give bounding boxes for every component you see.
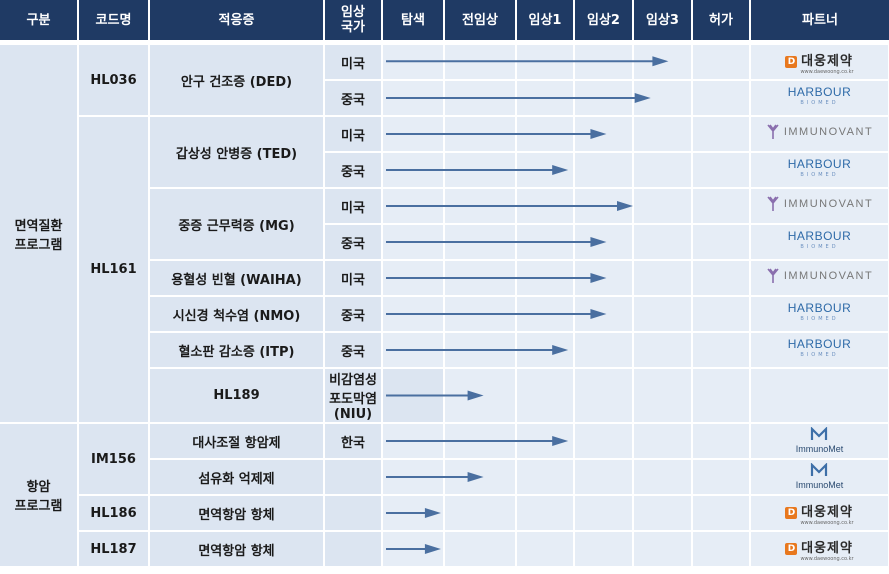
partner-cell: ImmunoMet bbox=[749, 458, 889, 496]
header-phase2: 임상2 bbox=[573, 0, 633, 45]
code-cell: HL187 bbox=[77, 530, 150, 568]
table-row: HL187 면역항암 항체 D 대웅제약 www.daewoong.co.kr bbox=[0, 530, 889, 568]
indication-cell: 면역항암 항체 bbox=[148, 494, 325, 532]
partner-cell: D 대웅제약 www.daewoong.co.kr bbox=[749, 530, 889, 568]
country-cell: 미국 bbox=[323, 259, 383, 297]
daewoong-logo: D 대웅제약 www.daewoong.co.kr bbox=[785, 50, 854, 75]
partner-cell: IMMUNOVANT bbox=[749, 187, 889, 225]
header-phase1: 임상1 bbox=[515, 0, 574, 45]
header-approval: 허가 bbox=[691, 0, 750, 45]
indication-cell: 갑상성 안병증 (TED) bbox=[148, 115, 325, 189]
indication-cell: 대사조절 항암제 bbox=[148, 422, 325, 460]
program-immune: 면역질환 프로그램 bbox=[0, 41, 79, 424]
header-indication: 적응증 bbox=[148, 0, 324, 45]
header-discovery: 탐색 bbox=[381, 0, 444, 45]
harbour-logo: HARBOUR BIOMED bbox=[787, 337, 852, 358]
header-row: 구분 코드명 적응증 임상 국가 탐색 전임상 임상1 임상2 임상3 허가 파… bbox=[0, 0, 889, 45]
daewoong-logo: D 대웅제약 www.daewoong.co.kr bbox=[785, 537, 854, 562]
code-cell: IM156 bbox=[77, 422, 150, 496]
immunomet-m-icon bbox=[811, 425, 828, 440]
header-country: 임상 국가 bbox=[323, 0, 382, 45]
table-row: 항암 프로그램 IM156 대사조절 항암제 한국 ImmunoMet bbox=[0, 422, 889, 568]
table-row: 면역질환 프로그램 HL036 안구 건조증 (DED) 미국 D 대웅제약 www… bbox=[0, 41, 889, 424]
immunomet-logo: ImmunoMet bbox=[796, 425, 843, 455]
country-cell: 미국 bbox=[323, 41, 383, 81]
program-oncology: 항암 프로그램 bbox=[0, 422, 79, 568]
partner-cell: ImmunoMet bbox=[749, 422, 889, 460]
country-cell: 중국 bbox=[323, 295, 383, 333]
partner-cell: HARBOUR BIOMED bbox=[749, 79, 889, 117]
partner-cell: D 대웅제약 www.daewoong.co.kr bbox=[749, 494, 889, 532]
country-cell bbox=[323, 494, 383, 532]
header-code: 코드명 bbox=[77, 0, 149, 45]
indication-cell: 시신경 척수염 (NMO) bbox=[148, 295, 325, 333]
immunovant-logo: IMMUNOVANT bbox=[766, 268, 873, 284]
indication-cell: 용혈성 빈혈 (WAIHA) bbox=[148, 259, 325, 297]
header-partner: 파트너 bbox=[749, 0, 889, 45]
code-cell: HL036 bbox=[77, 41, 150, 117]
country-cell: 중국 bbox=[323, 151, 383, 189]
indication-cell: 비감염성 포도막염 (NIU) bbox=[323, 367, 383, 424]
harbour-logo: HARBOUR BIOMED bbox=[787, 85, 852, 106]
code-cell: HL186 bbox=[77, 494, 150, 532]
immunovant-logo: IMMUNOVANT bbox=[766, 124, 873, 140]
header-category: 구분 bbox=[0, 0, 78, 45]
antibody-icon bbox=[767, 196, 779, 211]
country-cell: 중국 bbox=[323, 223, 383, 261]
partner-cell: HARBOUR BIOMED bbox=[749, 331, 889, 369]
antibody-icon bbox=[767, 124, 779, 139]
country-cell: 중국 bbox=[323, 79, 383, 117]
antibody-icon bbox=[767, 268, 779, 283]
country-cell: 미국 bbox=[323, 115, 383, 153]
indication-cell: 중증 근무력증 (MG) bbox=[148, 187, 325, 261]
indication-cell: 안구 건조증 (DED) bbox=[148, 41, 325, 117]
indication-cell: 면역항암 항체 bbox=[148, 530, 325, 568]
indication-cell: 섬유화 억제제 bbox=[148, 458, 325, 496]
partner-cell: IMMUNOVANT bbox=[749, 115, 889, 153]
table-row: 혈소판 감소증 (ITP) 중국 HARBOUR BIOMED bbox=[0, 331, 889, 369]
daewoong-logo: D 대웅제약 www.daewoong.co.kr bbox=[785, 501, 854, 526]
immunovant-logo: IMMUNOVANT bbox=[766, 196, 873, 212]
indication-cell: 혈소판 감소증 (ITP) bbox=[148, 331, 325, 369]
partner-cell: D 대웅제약 www.daewoong.co.kr bbox=[749, 41, 889, 81]
table-row: HL161 갑상성 안병증 (TED) 미국 IMMUNOVANT bbox=[0, 115, 889, 424]
table-row: HL186 면역항암 항체 D 대웅제약 www.daewoong.co.kr bbox=[0, 494, 889, 532]
partner-cell: HARBOUR BIOMED bbox=[749, 223, 889, 261]
immunomet-logo: ImmunoMet bbox=[796, 461, 843, 491]
code-cell: HL189 bbox=[148, 367, 325, 424]
harbour-logo: HARBOUR BIOMED bbox=[787, 229, 852, 250]
header-phase3: 임상3 bbox=[632, 0, 692, 45]
code-cell: HL161 bbox=[77, 115, 150, 424]
partner-cell: HARBOUR BIOMED bbox=[749, 151, 889, 189]
harbour-logo: HARBOUR BIOMED bbox=[787, 301, 852, 322]
partner-cell: HARBOUR BIOMED bbox=[749, 295, 889, 333]
country-cell: 미국 bbox=[323, 187, 383, 225]
country-cell bbox=[323, 458, 383, 496]
immunomet-m-icon bbox=[811, 461, 828, 476]
partner-cell: IMMUNOVANT bbox=[749, 259, 889, 297]
country-cell bbox=[381, 367, 445, 424]
country-cell: 한국 bbox=[323, 422, 383, 460]
header-preclinical: 전임상 bbox=[443, 0, 516, 45]
harbour-logo: HARBOUR BIOMED bbox=[787, 157, 852, 178]
table-row: 시신경 척수염 (NMO) 중국 HARBOUR BIOMED bbox=[0, 295, 889, 333]
country-cell: 중국 bbox=[323, 331, 383, 369]
country-cell bbox=[323, 530, 383, 568]
